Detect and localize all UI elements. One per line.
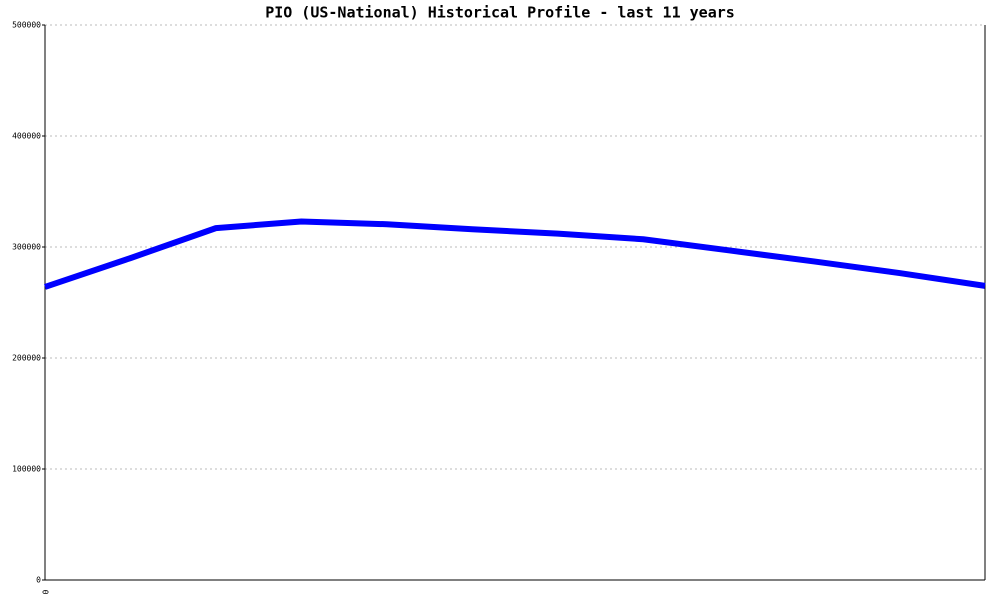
- data-line: [44, 218, 986, 290]
- y-tick-label: 0: [36, 576, 41, 585]
- chart-title: PIO (US-National) Historical Profile - l…: [265, 4, 735, 22]
- y-tick-label: 500000: [12, 21, 41, 30]
- y-tick-label: 300000: [12, 243, 41, 252]
- x-tick-label: 0: [41, 590, 50, 595]
- y-tick-label: 200000: [12, 354, 41, 363]
- y-tick-label: 400000: [12, 132, 41, 141]
- y-tick-label: 100000: [12, 465, 41, 474]
